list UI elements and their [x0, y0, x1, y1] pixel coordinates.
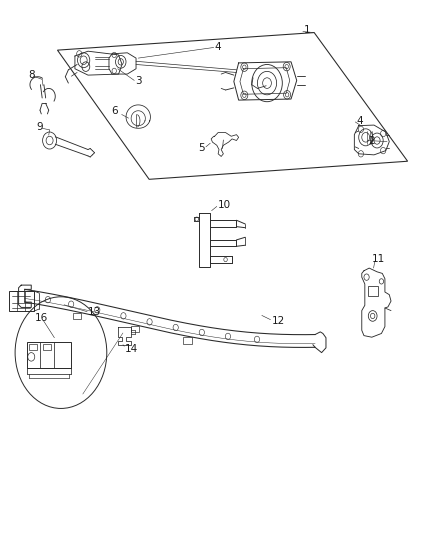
Text: 3: 3: [135, 77, 142, 86]
Text: 2: 2: [368, 135, 374, 146]
Text: 9: 9: [36, 122, 43, 132]
Bar: [368, 286, 378, 296]
Text: 4: 4: [215, 43, 221, 52]
Text: 16: 16: [35, 312, 48, 322]
Text: 4: 4: [356, 116, 363, 126]
Bar: [131, 326, 139, 333]
Text: 5: 5: [198, 143, 205, 154]
Bar: [42, 344, 51, 350]
Text: 1: 1: [304, 26, 311, 36]
Text: 12: 12: [272, 316, 285, 326]
Text: 6: 6: [111, 106, 118, 116]
Bar: [73, 313, 81, 319]
Text: 11: 11: [372, 254, 385, 264]
Text: 14: 14: [125, 344, 138, 354]
Text: 13: 13: [88, 306, 101, 317]
Bar: [183, 337, 192, 344]
Text: 8: 8: [28, 70, 35, 80]
Text: 10: 10: [218, 200, 231, 211]
Bar: [28, 344, 37, 350]
